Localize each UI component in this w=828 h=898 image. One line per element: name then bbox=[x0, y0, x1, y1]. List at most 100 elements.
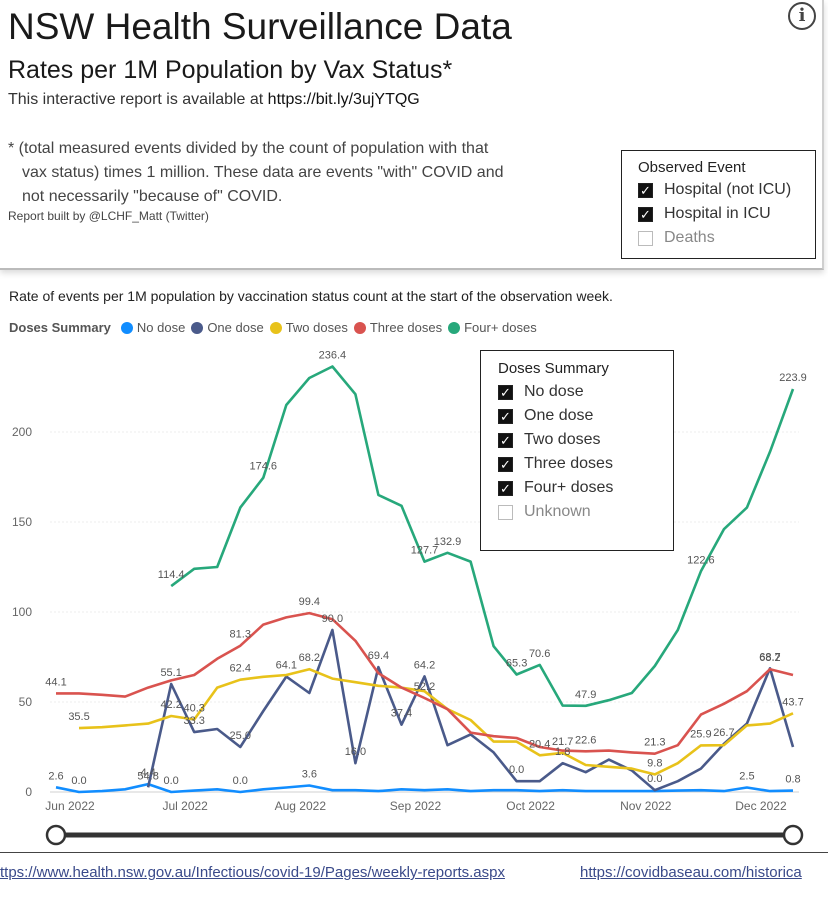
report-title: NSW Health Surveillance Data bbox=[8, 6, 512, 47]
data-label: 90.0 bbox=[322, 613, 343, 625]
x-tick-label: Aug 2022 bbox=[275, 799, 327, 813]
data-label: 43.7 bbox=[782, 696, 803, 708]
legend-dot-icon bbox=[448, 321, 461, 334]
data-label: 21.7 bbox=[552, 736, 573, 748]
legend-label: One dose bbox=[207, 320, 264, 335]
footer-link-nsw-health[interactable]: ttps://www.health.nsw.gov.au/Infectious/… bbox=[0, 864, 505, 881]
doses-option[interactable]: ✓ One dose bbox=[498, 404, 673, 428]
y-tick-label: 50 bbox=[19, 695, 33, 709]
author-credit: Report built by @LCHF_Matt (Twitter) bbox=[8, 209, 209, 223]
data-label: 0.0 bbox=[509, 764, 524, 776]
x-tick-label: Dec 2022 bbox=[735, 799, 787, 813]
y-tick-label: 0 bbox=[25, 785, 32, 799]
observed-event-slicer: Observed Event ✓ Hospital (not ICU) ✓ Hosp… bbox=[621, 150, 816, 259]
availability-prefix: This interactive report is available at bbox=[8, 91, 268, 108]
data-label: 44.1 bbox=[45, 676, 66, 688]
data-label: 114.4 bbox=[158, 569, 185, 581]
data-label: 81.3 bbox=[230, 629, 251, 641]
doses-option[interactable]: ✓ Two doses bbox=[498, 428, 673, 452]
data-label: 0.0 bbox=[647, 773, 662, 785]
observed-event-option[interactable]: Deaths bbox=[638, 226, 815, 250]
legend-item[interactable]: One dose bbox=[191, 320, 264, 335]
legend-dot-icon bbox=[269, 321, 282, 334]
data-label: 22.6 bbox=[575, 734, 596, 746]
doses-option[interactable]: Unknown bbox=[498, 500, 673, 524]
legend-title: Doses Summary bbox=[9, 320, 111, 335]
data-label: 68.2 bbox=[759, 652, 780, 664]
data-label: 35.5 bbox=[68, 711, 89, 723]
legend-item[interactable]: No dose bbox=[120, 320, 185, 335]
legend-item[interactable]: Four+ doses bbox=[448, 320, 537, 335]
option-label: Deaths bbox=[664, 229, 715, 246]
data-label: 52.2 bbox=[414, 681, 435, 693]
data-label: 2.5 bbox=[739, 771, 754, 783]
data-label: 0.0 bbox=[233, 775, 248, 787]
data-label: 3.6 bbox=[302, 769, 317, 781]
checkbox-checked-icon[interactable]: ✓ bbox=[638, 182, 653, 198]
data-label: 47.9 bbox=[575, 689, 596, 701]
data-label: 68.2 bbox=[299, 652, 320, 664]
checkbox-checked-icon[interactable]: ✓ bbox=[498, 480, 513, 496]
data-label: 55.1 bbox=[160, 667, 181, 679]
option-label: Three doses bbox=[524, 455, 613, 472]
data-label: 40.3 bbox=[183, 702, 204, 714]
data-label: 25.9 bbox=[690, 728, 711, 740]
legend-item[interactable]: Two doses bbox=[269, 320, 348, 335]
series-line-three-doses bbox=[56, 611, 794, 756]
doses-option[interactable]: ✓ No dose bbox=[498, 380, 673, 404]
data-label: 25.0 bbox=[230, 730, 251, 742]
x-tick-label: Oct 2022 bbox=[506, 799, 555, 813]
data-label: 64.2 bbox=[414, 659, 435, 671]
checkbox-checked-icon[interactable]: ✓ bbox=[638, 206, 653, 222]
legend-label: Two doses bbox=[285, 320, 348, 335]
checkbox-unchecked-icon[interactable] bbox=[498, 504, 513, 520]
checkbox-checked-icon[interactable]: ✓ bbox=[498, 384, 513, 400]
data-label: 0.8 bbox=[785, 774, 800, 786]
checkbox-checked-icon[interactable]: ✓ bbox=[498, 432, 513, 448]
doses-option[interactable]: ✓ Four+ doses bbox=[498, 476, 673, 500]
data-label: 68.7 bbox=[759, 651, 780, 663]
report-link[interactable]: https://bit.ly/3ujYTQG bbox=[267, 91, 420, 108]
footnote: * (total measured events divided by the … bbox=[8, 137, 538, 209]
option-label: Hospital (not ICU) bbox=[664, 181, 792, 198]
data-label: 4.4 bbox=[140, 767, 155, 779]
series-line-no-dose bbox=[55, 782, 794, 794]
option-label: No dose bbox=[524, 383, 584, 400]
range-slider-end-handle[interactable] bbox=[782, 824, 804, 846]
series-line-two-doses bbox=[78, 667, 794, 776]
checkbox-checked-icon[interactable]: ✓ bbox=[498, 408, 513, 424]
data-label: 236.4 bbox=[319, 349, 347, 361]
series-line-one-dose bbox=[146, 628, 795, 792]
option-label: Hospital in ICU bbox=[664, 205, 771, 222]
option-label: One dose bbox=[524, 407, 594, 424]
observed-event-option[interactable]: ✓ Hospital in ICU bbox=[638, 202, 815, 226]
data-label: 69.4 bbox=[368, 650, 389, 662]
footer-link-covidbaseau[interactable]: https://covidbaseau.com/historica bbox=[580, 864, 802, 881]
footnote-line-2: vax status) times 1 million. These data … bbox=[22, 164, 504, 181]
x-tick-label: Jul 2022 bbox=[162, 799, 208, 813]
data-label: 99.4 bbox=[299, 596, 320, 608]
legend-dot-icon bbox=[120, 321, 133, 334]
data-label: 62.4 bbox=[230, 663, 251, 675]
x-tick-label: Nov 2022 bbox=[620, 799, 672, 813]
data-label: 26.7 bbox=[713, 727, 734, 739]
data-label: 122.6 bbox=[687, 554, 715, 566]
doses-option[interactable]: ✓ Three doses bbox=[498, 452, 673, 476]
data-label: 223.9 bbox=[779, 372, 807, 384]
chart-title: Rate of events per 1M population by vacc… bbox=[9, 288, 613, 304]
data-label: 132.9 bbox=[434, 536, 462, 548]
x-tick-label: Jun 2022 bbox=[45, 799, 95, 813]
option-label: Two doses bbox=[524, 431, 601, 448]
legend-item[interactable]: Three doses bbox=[353, 320, 442, 335]
data-label: 70.6 bbox=[529, 648, 550, 660]
legend-dot-icon bbox=[191, 321, 204, 334]
option-label: Unknown bbox=[524, 503, 591, 520]
range-slider-start-handle[interactable] bbox=[45, 824, 67, 846]
data-label: 33.3 bbox=[183, 715, 204, 727]
data-label: 42.2 bbox=[160, 699, 181, 711]
info-icon[interactable]: i bbox=[788, 2, 816, 30]
data-label: 174.6 bbox=[250, 461, 278, 473]
observed-event-option[interactable]: ✓ Hospital (not ICU) bbox=[638, 178, 815, 202]
checkbox-unchecked-icon[interactable] bbox=[638, 230, 653, 246]
checkbox-checked-icon[interactable]: ✓ bbox=[498, 456, 513, 472]
